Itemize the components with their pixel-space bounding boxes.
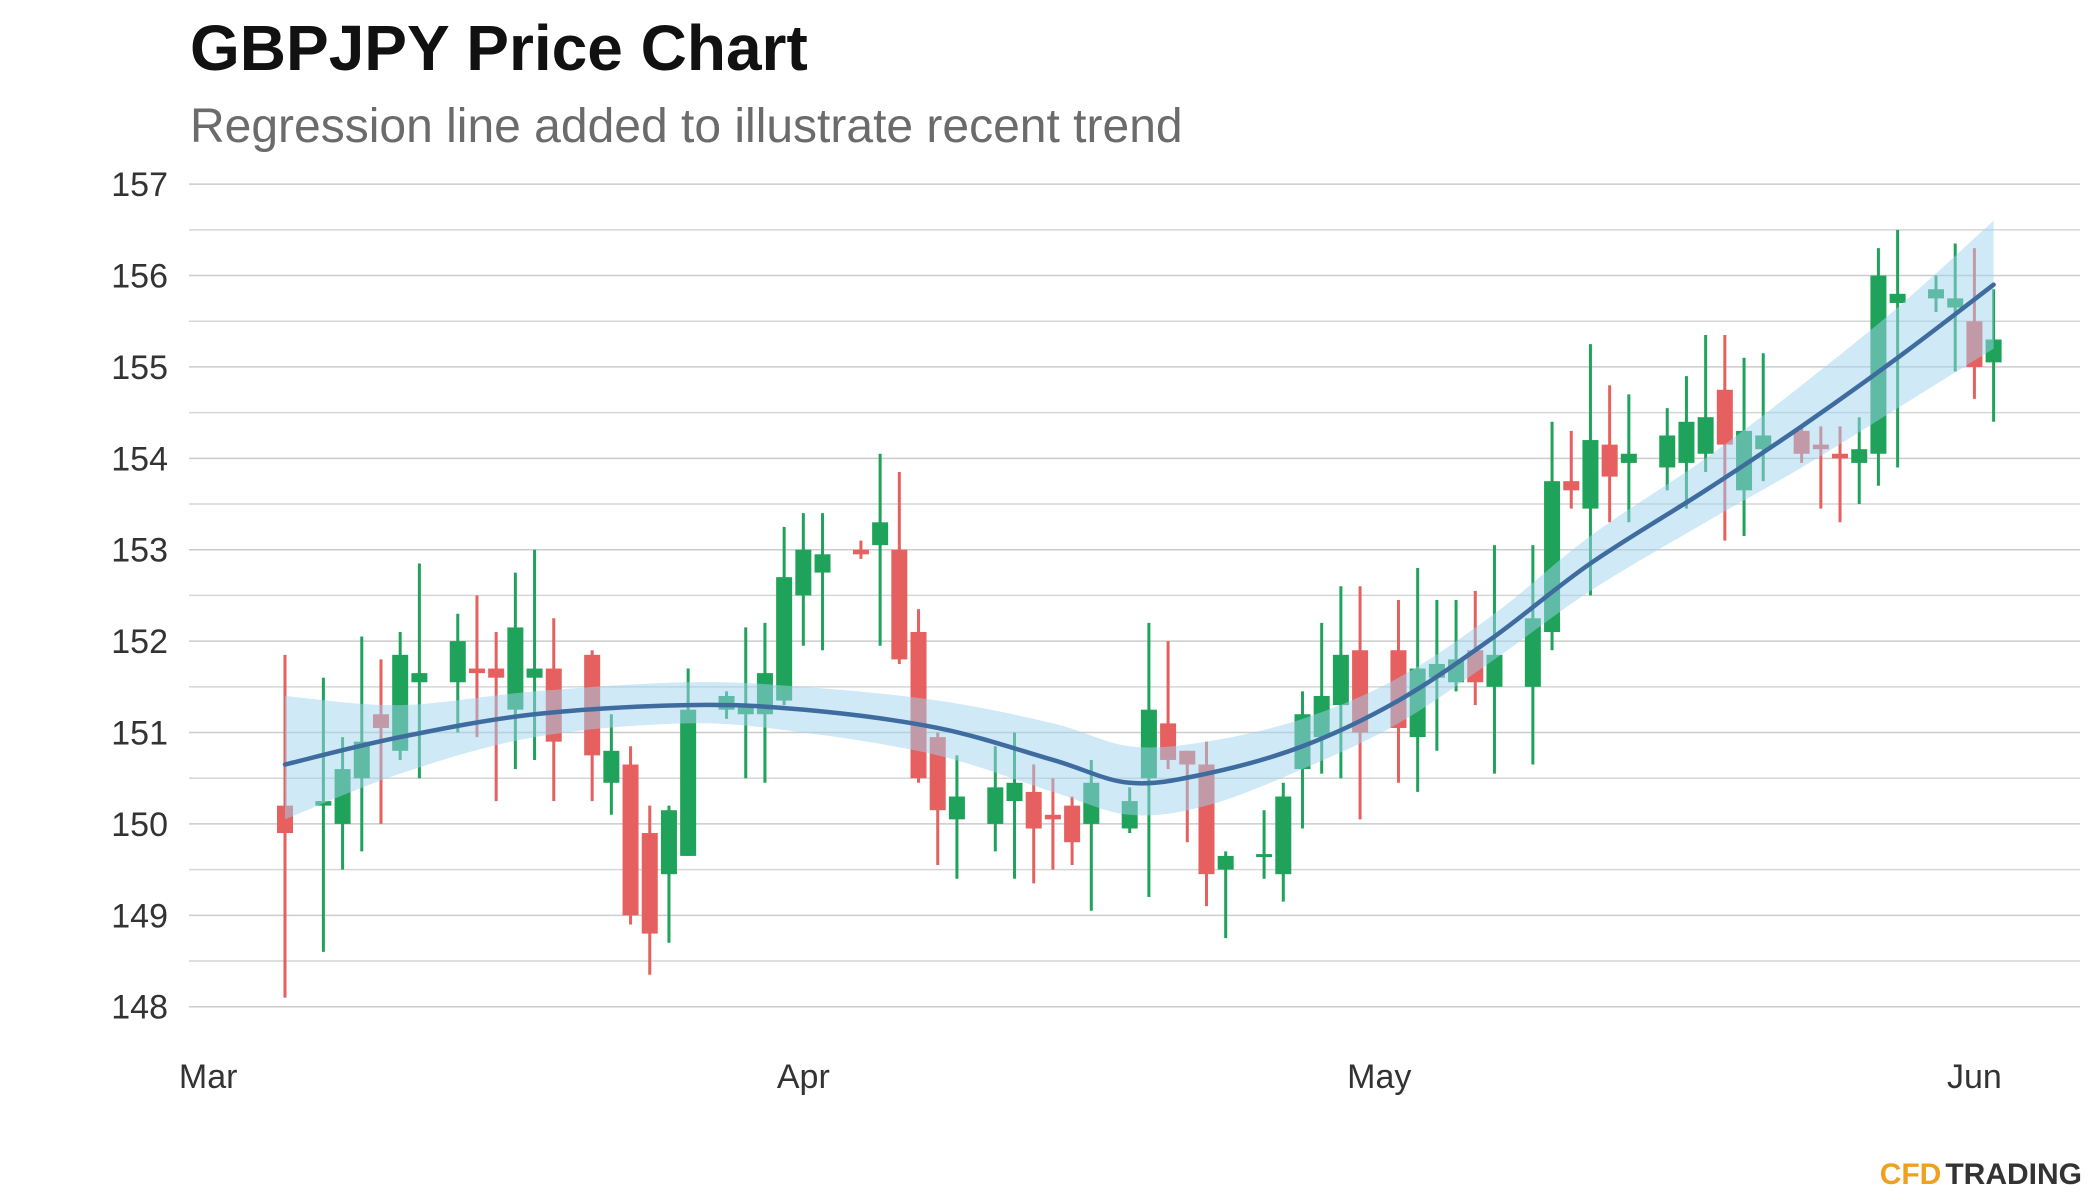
candle-body bbox=[1832, 453, 1849, 459]
candle-body bbox=[987, 787, 1004, 824]
candle-body bbox=[814, 554, 831, 573]
candle-body bbox=[776, 577, 793, 701]
candle-body bbox=[622, 764, 639, 916]
candle-body bbox=[1025, 791, 1042, 829]
candle-body bbox=[507, 627, 524, 710]
candle-body bbox=[795, 549, 812, 596]
candle-body bbox=[488, 668, 505, 678]
candle-body bbox=[1044, 814, 1061, 820]
regression bbox=[282, 220, 1996, 820]
y-tick-label: 149 bbox=[111, 897, 168, 935]
candle-body bbox=[1524, 618, 1541, 687]
candle-body bbox=[1716, 389, 1733, 445]
chart-title: GBPJPY Price Chart bbox=[190, 12, 808, 84]
candle-body bbox=[1217, 855, 1234, 870]
candle-body bbox=[872, 522, 889, 546]
candle-body bbox=[1256, 854, 1273, 858]
candle-body bbox=[680, 709, 697, 856]
candle-body bbox=[1275, 796, 1292, 875]
y-tick-label: 153 bbox=[111, 532, 168, 570]
x-tick-label: Mar bbox=[179, 1058, 238, 1096]
candle-body bbox=[1601, 444, 1618, 477]
y-tick-label: 152 bbox=[111, 623, 168, 661]
y-tick-label: 150 bbox=[111, 806, 168, 844]
candle-body bbox=[1620, 453, 1637, 463]
candle-body bbox=[526, 668, 543, 678]
chart-subtitle: Regression line added to illustrate rece… bbox=[190, 100, 1183, 153]
y-tick-label: 156 bbox=[111, 258, 168, 296]
candle-body bbox=[1582, 440, 1599, 509]
confidence-band bbox=[284, 220, 1994, 820]
candle-body bbox=[449, 641, 466, 683]
candle-body bbox=[1851, 449, 1868, 463]
candle-body bbox=[891, 549, 908, 660]
grid bbox=[189, 183, 2080, 1008]
candle-body bbox=[641, 833, 658, 934]
y-tick-label: 155 bbox=[111, 349, 168, 387]
candle-body bbox=[1064, 805, 1081, 843]
candle-body bbox=[1697, 417, 1714, 454]
x-tick-label: Apr bbox=[777, 1058, 830, 1096]
y-tick-label: 154 bbox=[111, 440, 168, 478]
logo-part: TRADING bbox=[1945, 1158, 2082, 1191]
candle-body bbox=[660, 810, 677, 875]
candle-body bbox=[1332, 654, 1349, 706]
candle-body bbox=[603, 750, 620, 783]
candle-body bbox=[852, 549, 869, 555]
candle-body bbox=[411, 673, 428, 683]
y-tick-label: 151 bbox=[111, 715, 168, 753]
candle-body bbox=[468, 668, 485, 674]
candle-body bbox=[948, 796, 965, 820]
candle-body bbox=[1563, 481, 1580, 491]
candle-body bbox=[1889, 293, 1906, 303]
candle-body bbox=[1678, 421, 1695, 463]
logo: CFD TRADING bbox=[1880, 1158, 2082, 1191]
regression-line bbox=[282, 282, 1996, 786]
candle-body bbox=[315, 801, 332, 806]
x-tick-label: Jun bbox=[1947, 1058, 2002, 1096]
axis-labels: 148 149 150 151 152 153 154 155 156 157 Mar Apr May J… bbox=[111, 166, 2002, 1096]
candle-body bbox=[1006, 782, 1023, 802]
x-tick-label: May bbox=[1347, 1058, 1411, 1096]
candles bbox=[276, 229, 2002, 998]
logo-part: CFD bbox=[1880, 1158, 1942, 1191]
y-tick-label: 148 bbox=[111, 989, 168, 1027]
candle-body bbox=[1659, 435, 1676, 468]
candle-body bbox=[1486, 654, 1503, 687]
y-tick-label: 157 bbox=[111, 166, 168, 204]
